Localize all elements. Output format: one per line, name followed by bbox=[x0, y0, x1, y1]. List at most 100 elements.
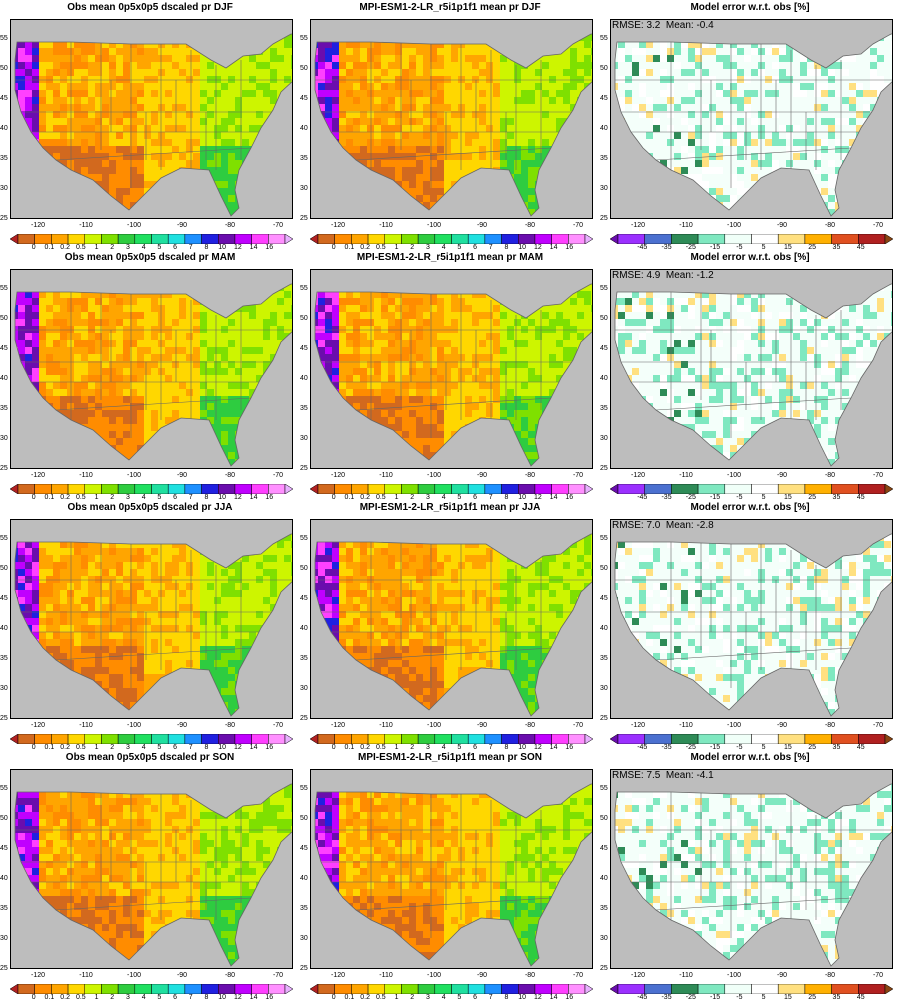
lon-tick-label: -110 bbox=[379, 722, 393, 729]
colorbar-swatch bbox=[168, 984, 185, 994]
colorbar-swatch bbox=[725, 234, 752, 244]
colorbar-swatch bbox=[68, 984, 85, 994]
colorbar-swatch bbox=[202, 734, 219, 744]
colorbar-swatch bbox=[152, 734, 169, 744]
lon-tick-label: -80 bbox=[825, 472, 835, 479]
lon-tick-label: -120 bbox=[31, 722, 45, 729]
lon-tick-label: -120 bbox=[631, 972, 645, 979]
colorbar-swatch bbox=[385, 234, 402, 244]
colorbar-swatch bbox=[778, 484, 805, 494]
colorbar-swatch bbox=[118, 234, 135, 244]
lat-tick-label: 25 bbox=[300, 465, 308, 472]
colorbar-swatch bbox=[778, 734, 805, 744]
lat-tick-label: 50 bbox=[600, 565, 608, 572]
lon-tick-label: -80 bbox=[825, 222, 835, 229]
lat-tick-label: 50 bbox=[600, 315, 608, 322]
colorbar-swatch bbox=[418, 484, 435, 494]
colorbar-swatch bbox=[268, 984, 285, 994]
precip-colorbar bbox=[310, 234, 593, 244]
colorbar-swatch bbox=[135, 734, 152, 744]
colorbar-swatch bbox=[805, 484, 832, 494]
colorbar-swatch bbox=[485, 484, 502, 494]
lon-tick-label: -70 bbox=[273, 472, 283, 479]
lon-tick-label: -80 bbox=[225, 722, 235, 729]
map-panel-error: Model error w.r.t. obs [%]RMSE: 7.0 Mean… bbox=[600, 500, 900, 750]
lon-tick-label: -90 bbox=[177, 722, 187, 729]
precip-colorbar bbox=[10, 234, 293, 244]
lat-tick-label: 55 bbox=[600, 35, 608, 42]
lat-tick-label: 30 bbox=[0, 185, 8, 192]
colorbar-swatch bbox=[518, 484, 535, 494]
lat-tick-label: 25 bbox=[0, 465, 8, 472]
lat-tick-label: 25 bbox=[600, 215, 608, 222]
lat-tick-label: 40 bbox=[300, 375, 308, 382]
colorbar-swatch bbox=[101, 234, 118, 244]
lat-tick-label: 40 bbox=[600, 625, 608, 632]
colorbar-swatch bbox=[725, 734, 752, 744]
colorbar-swatch bbox=[752, 734, 779, 744]
lat-tick-label: 30 bbox=[600, 935, 608, 942]
lat-tick-label: 25 bbox=[600, 965, 608, 972]
colorbar-swatch bbox=[252, 484, 269, 494]
lat-tick-label: 45 bbox=[600, 595, 608, 602]
error-colorbar bbox=[610, 734, 893, 744]
colorbar-swatch bbox=[805, 234, 832, 244]
colorbar-swatch bbox=[832, 484, 859, 494]
lat-tick-label: 25 bbox=[300, 715, 308, 722]
colorbar-swatch bbox=[485, 984, 502, 994]
lat-tick-label: 50 bbox=[0, 65, 8, 72]
lon-tick-label: -70 bbox=[873, 222, 883, 229]
colorbar-swatch bbox=[698, 734, 725, 744]
precip-colorbar bbox=[10, 484, 293, 494]
map-frame: RMSE: 7.0 Mean: -2.8 bbox=[610, 519, 893, 719]
lat-tick-label: 55 bbox=[0, 785, 8, 792]
lat-tick-label: 55 bbox=[300, 535, 308, 542]
lon-tick-label: -90 bbox=[777, 472, 787, 479]
map-frame bbox=[310, 519, 593, 719]
lon-tick-label: -70 bbox=[873, 972, 883, 979]
lon-tick-label: -70 bbox=[273, 722, 283, 729]
colorbar-swatch bbox=[805, 984, 832, 994]
colorbar-swatch bbox=[385, 984, 402, 994]
lon-tick-label: -90 bbox=[177, 222, 187, 229]
lat-tick-label: 45 bbox=[300, 345, 308, 352]
lon-tick-label: -110 bbox=[79, 722, 93, 729]
map-frame: RMSE: 4.9 Mean: -1.2 bbox=[610, 269, 893, 469]
colorbar-swatch bbox=[335, 734, 352, 744]
lon-tick-label: -110 bbox=[679, 472, 693, 479]
colorbar-swatch bbox=[218, 734, 235, 744]
colorbar-swatch bbox=[118, 734, 135, 744]
colorbar-swatch bbox=[725, 484, 752, 494]
colorbar-swatch bbox=[318, 234, 335, 244]
lat-tick-label: 30 bbox=[300, 685, 308, 692]
lat-tick-label: 35 bbox=[0, 405, 8, 412]
lat-tick-label: 30 bbox=[300, 185, 308, 192]
lon-tick-label: -70 bbox=[873, 472, 883, 479]
lon-tick-label: -90 bbox=[777, 972, 787, 979]
colorbar-swatch bbox=[135, 984, 152, 994]
lat-tick-label: 40 bbox=[600, 375, 608, 382]
colorbar-swatch bbox=[671, 484, 698, 494]
colorbar-swatch bbox=[68, 734, 85, 744]
lat-tick-label: 45 bbox=[0, 845, 8, 852]
lat-tick-label: 40 bbox=[300, 625, 308, 632]
colorbar-swatch bbox=[185, 484, 202, 494]
colorbar-swatch bbox=[552, 984, 569, 994]
colorbar-swatch bbox=[101, 734, 118, 744]
colorbar-swatch bbox=[401, 734, 418, 744]
panel-title: Obs mean 0p5x0p5 dscaled pr DJF bbox=[0, 2, 300, 13]
colorbar-swatch bbox=[502, 234, 519, 244]
lat-tick-label: 30 bbox=[600, 685, 608, 692]
colorbar-swatch bbox=[552, 484, 569, 494]
colorbar-swatch bbox=[18, 234, 35, 244]
lon-tick-label: -90 bbox=[177, 472, 187, 479]
colorbar-swatch bbox=[202, 234, 219, 244]
lon-tick-label: -120 bbox=[331, 472, 345, 479]
lat-tick-label: 55 bbox=[0, 285, 8, 292]
panel-title: MPI-ESM1-2-LR_r5i1p1f1 mean pr SON bbox=[300, 752, 600, 763]
lon-tick-label: -80 bbox=[525, 222, 535, 229]
